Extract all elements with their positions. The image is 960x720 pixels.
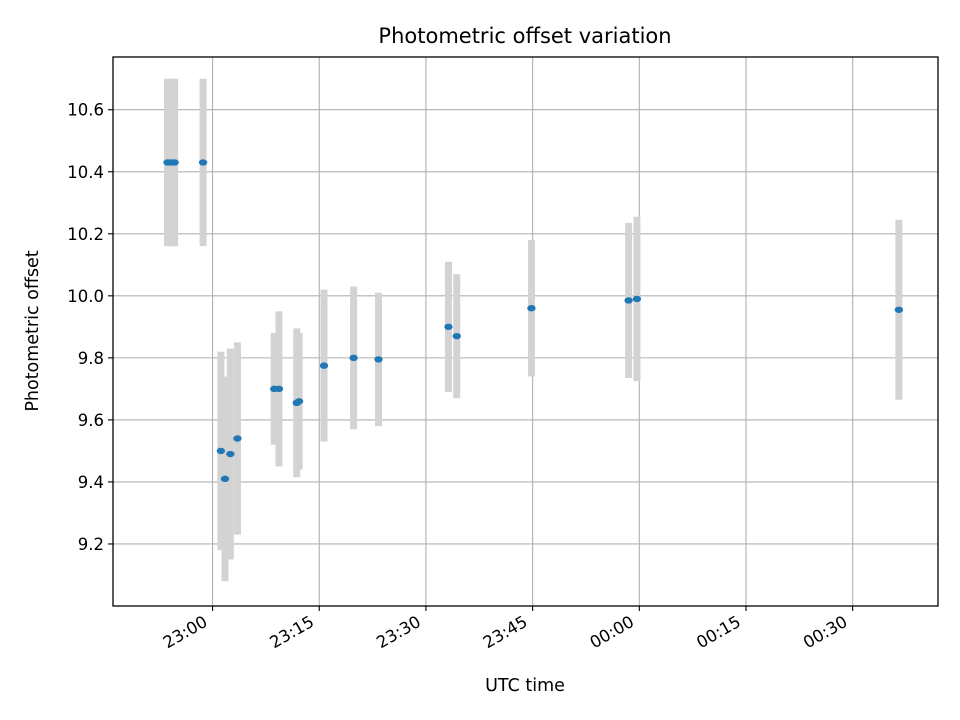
data-point [444, 323, 453, 331]
data-point [274, 385, 284, 393]
y-tick-label: 9.6 [78, 411, 104, 430]
data-point [233, 435, 242, 442]
data-point [226, 450, 235, 458]
y-axis-ticks: 9.2 9.4 9.6 9.8 10.0 10.2 10.4 10.6 [67, 101, 113, 554]
data-point [349, 354, 358, 362]
y-tick-label: 10.6 [67, 101, 104, 120]
y-tick-label: 10.0 [67, 287, 104, 306]
data-point [294, 398, 304, 405]
data-point [894, 306, 904, 313]
data-points [163, 159, 904, 483]
y-tick-label: 9.2 [78, 535, 104, 554]
data-point [374, 356, 383, 363]
data-point [624, 297, 633, 304]
data-point [527, 305, 536, 312]
data-point [319, 362, 329, 369]
y-tick-label: 10.2 [67, 225, 104, 244]
y-tick-label: 10.4 [67, 163, 104, 182]
data-point [198, 159, 208, 166]
data-point [632, 295, 642, 303]
data-point [170, 159, 179, 166]
y-axis-label: Photometric offset [23, 250, 43, 411]
x-axis-label: UTC time [485, 676, 565, 696]
data-point [216, 447, 226, 455]
data-point [452, 332, 461, 340]
y-tick-label: 9.4 [78, 473, 104, 492]
y-tick-label: 9.8 [78, 349, 104, 368]
chart-title: Photometric offset variation [378, 24, 671, 48]
data-point [220, 475, 230, 483]
plot-frame [112, 56, 939, 607]
